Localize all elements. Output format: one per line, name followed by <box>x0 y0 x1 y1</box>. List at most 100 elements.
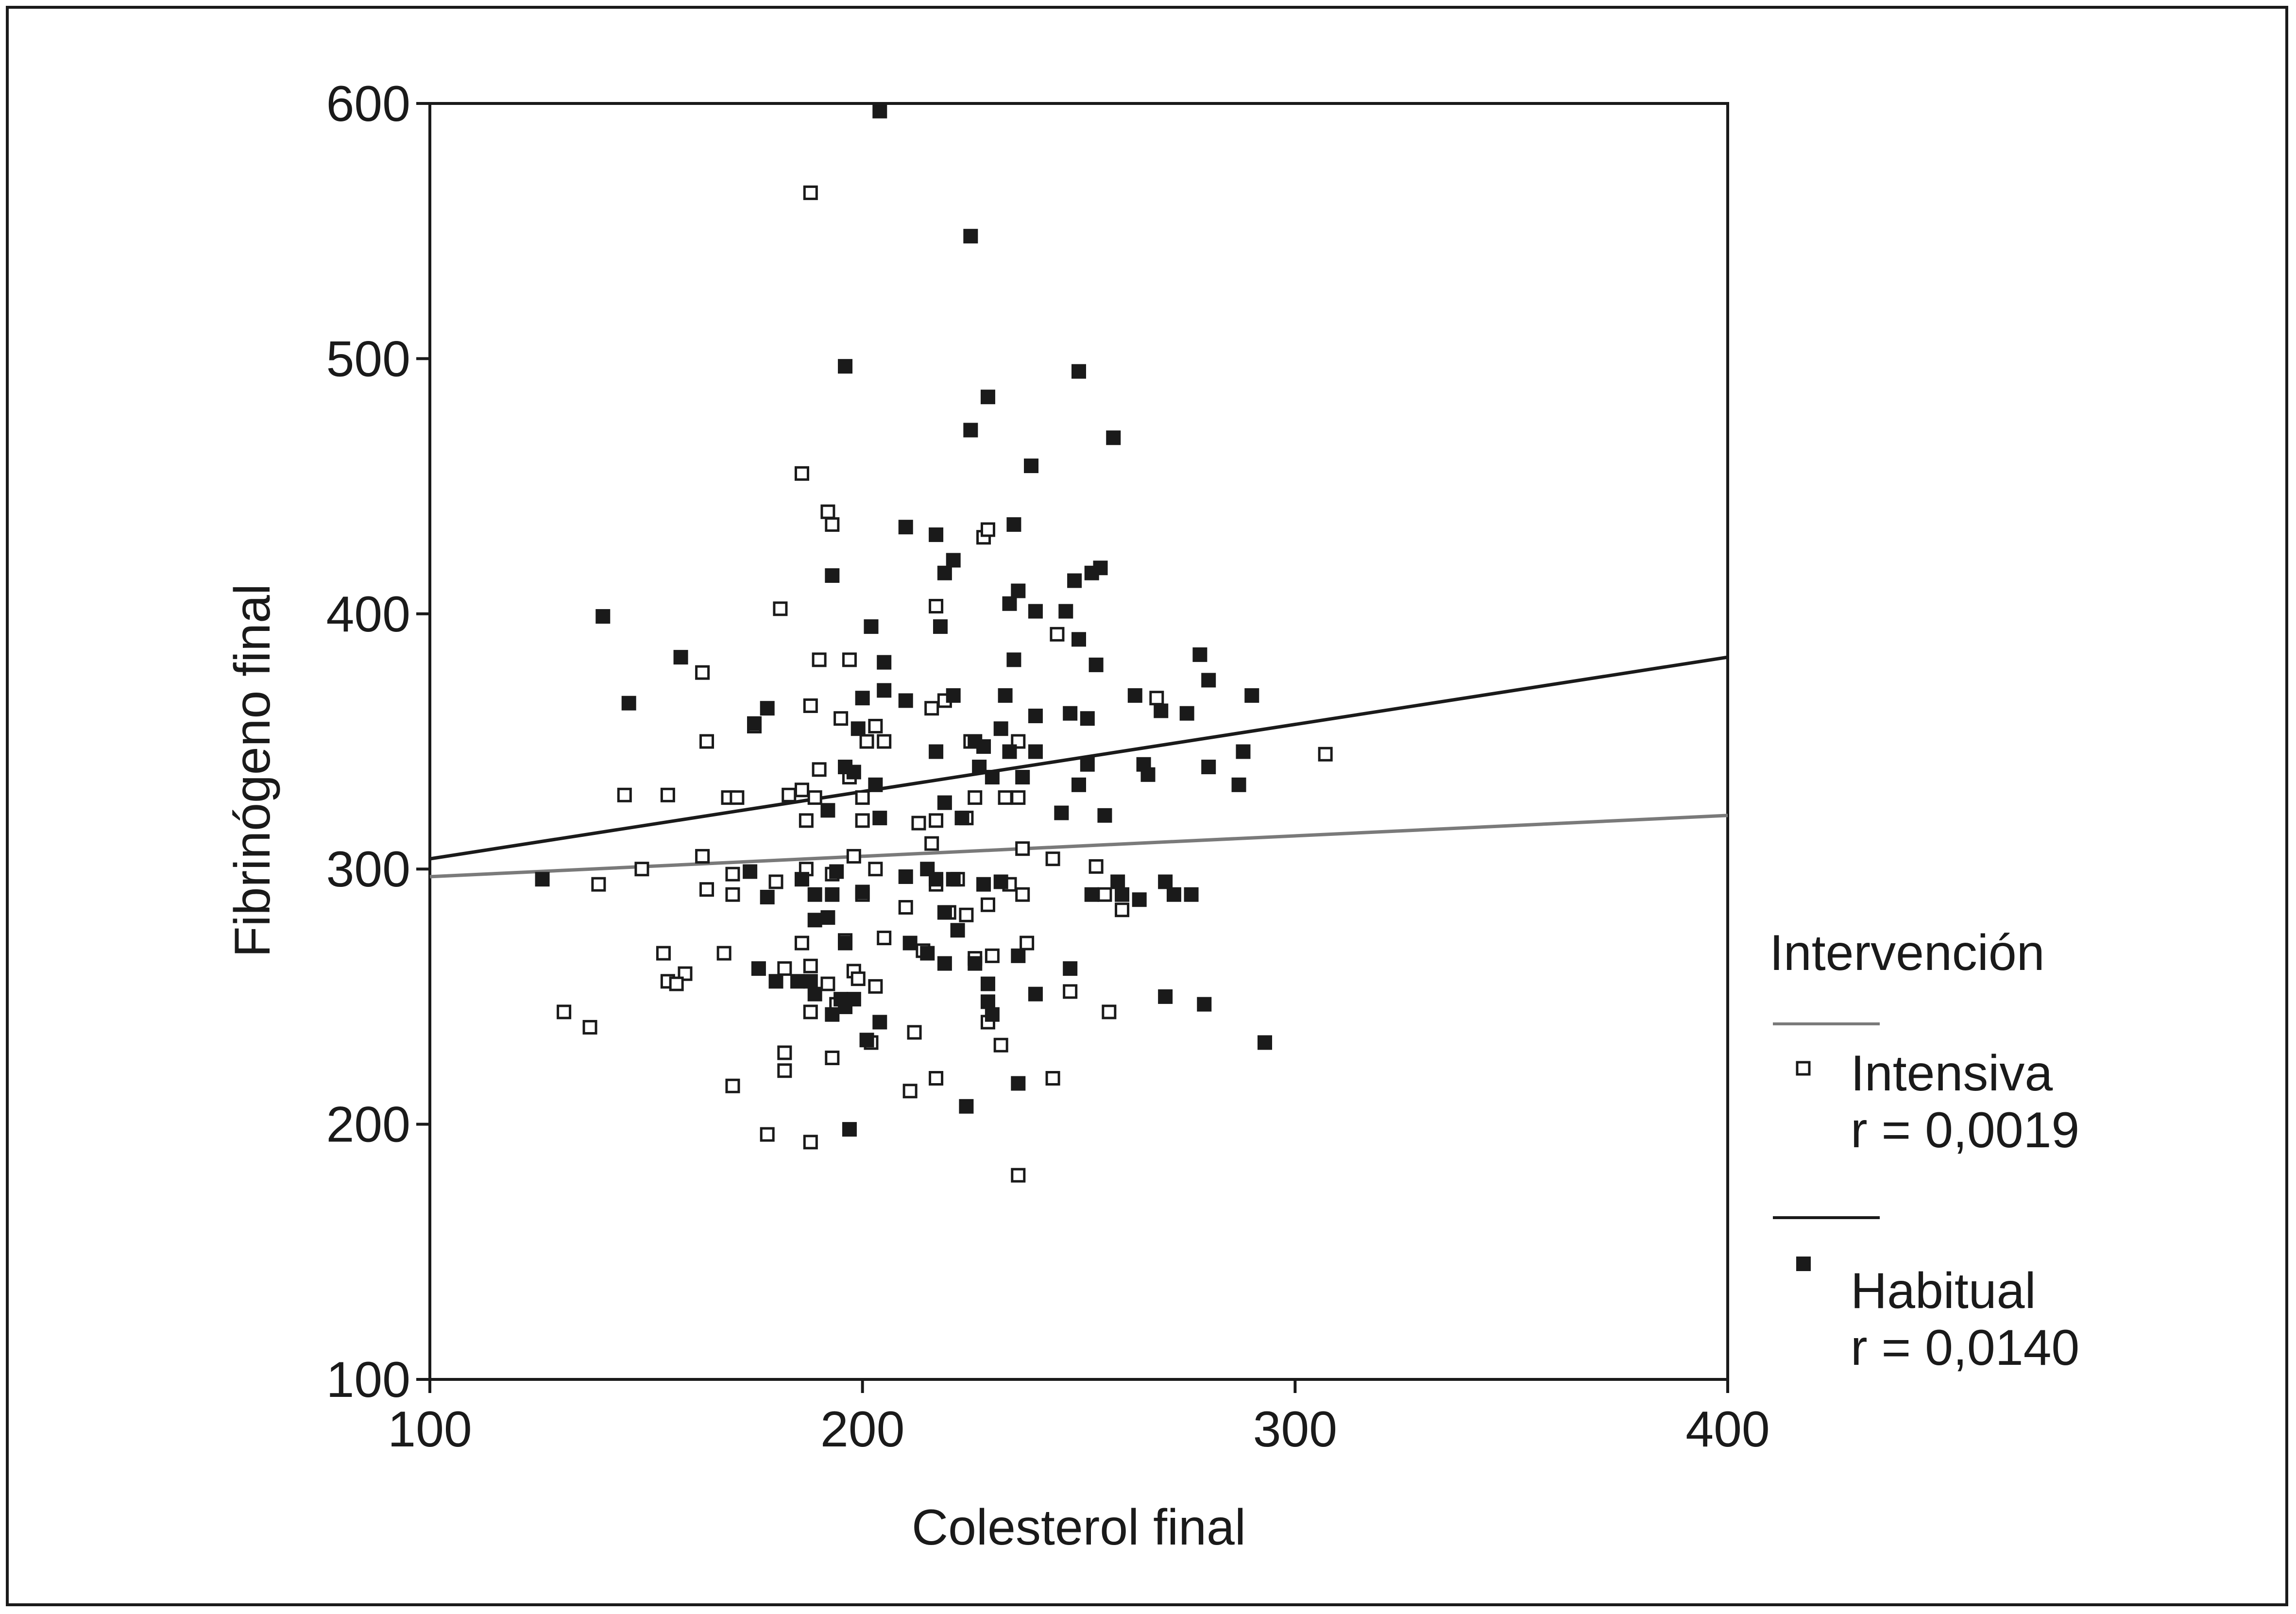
point-habitual <box>1002 744 1017 759</box>
point-intensiva <box>1015 841 1030 856</box>
point-intensiva <box>799 813 814 828</box>
fit-line-habitual <box>429 655 1728 861</box>
legend-stat-intensiva: r = 0,0019 <box>1851 1102 2079 1158</box>
point-habitual <box>1015 770 1030 785</box>
point-habitual <box>1071 777 1086 792</box>
point-habitual <box>937 956 952 971</box>
point-habitual <box>1002 596 1017 611</box>
point-habitual <box>846 992 861 1007</box>
point-intensiva <box>716 946 731 961</box>
point-intensiva <box>812 762 827 777</box>
point-intensiva <box>660 787 675 802</box>
point-habitual <box>1071 364 1086 379</box>
point-intensiva <box>1102 1004 1117 1019</box>
point-intensiva <box>1011 1168 1026 1183</box>
point-habitual <box>535 872 550 887</box>
point-habitual <box>803 974 818 989</box>
y-tick-label: 400 <box>326 586 410 643</box>
point-habitual <box>920 946 935 961</box>
point-habitual <box>1154 703 1169 718</box>
point-intensiva <box>1115 902 1130 917</box>
point-habitual <box>855 691 870 706</box>
point-intensiva <box>695 849 710 864</box>
plot-area <box>428 102 1729 1381</box>
point-habitual <box>790 974 805 989</box>
point-intensiva <box>924 836 939 851</box>
point-habitual <box>1028 986 1043 1002</box>
point-intensiva <box>825 1050 840 1065</box>
point-intensiva <box>929 599 944 614</box>
point-habitual <box>846 765 861 780</box>
legend-label-habitual: Habitual <box>1851 1263 2036 1319</box>
point-habitual <box>1158 989 1173 1004</box>
point-habitual <box>1166 887 1181 902</box>
point-intensiva <box>807 790 822 805</box>
point-habitual <box>959 1099 974 1114</box>
point-habitual <box>1201 673 1216 688</box>
point-habitual <box>902 935 918 951</box>
point-habitual <box>751 961 766 976</box>
point-habitual <box>1201 760 1216 775</box>
point-intensiva <box>760 1127 775 1142</box>
legend-label-intensiva: Intensiva <box>1851 1045 2053 1102</box>
point-habitual <box>946 688 961 703</box>
point-intensiva <box>855 790 870 805</box>
point-habitual <box>963 423 978 438</box>
point-habitual <box>1127 688 1142 703</box>
point-habitual <box>937 795 952 810</box>
point-intensiva <box>1045 851 1060 866</box>
point-habitual <box>898 869 913 884</box>
point-intensiva <box>730 790 745 805</box>
point-habitual <box>807 913 822 928</box>
point-habitual <box>864 619 879 634</box>
point-intensiva <box>968 790 983 805</box>
point-habitual <box>1071 632 1086 647</box>
point-intensiva <box>725 866 740 882</box>
point-intensiva <box>980 522 995 537</box>
legend-stat-habitual: r = 0,0140 <box>1851 1320 2079 1376</box>
point-intensiva <box>1097 887 1112 902</box>
point-intensiva <box>557 1004 572 1019</box>
point-habitual <box>933 619 948 634</box>
point-habitual <box>747 716 762 731</box>
point-intensiva <box>1045 1071 1060 1086</box>
x-tick-label: 300 <box>1253 1401 1338 1458</box>
point-intensiva <box>929 1071 944 1086</box>
y-tick-label: 300 <box>326 841 410 898</box>
point-intensiva <box>877 734 892 749</box>
point-habitual <box>1080 757 1095 772</box>
x-tick-label: 100 <box>388 1401 472 1458</box>
point-habitual <box>1084 887 1099 902</box>
point-intensiva <box>993 1037 1008 1053</box>
point-habitual <box>985 1007 1000 1022</box>
point-habitual <box>1197 997 1212 1012</box>
legend-title: Intervención <box>1769 925 2045 981</box>
point-habitual <box>1244 688 1259 703</box>
point-intensiva <box>773 601 788 616</box>
point-habitual <box>929 744 944 759</box>
point-intensiva <box>846 849 861 864</box>
point-habitual <box>1006 517 1021 532</box>
point-habitual <box>807 986 822 1002</box>
point-habitual <box>825 887 840 902</box>
point-habitual <box>768 974 783 989</box>
point-habitual <box>1067 573 1082 588</box>
point-habitual <box>1132 892 1147 907</box>
plot-border <box>428 102 1729 1381</box>
legend-marker-intensiva <box>1796 1061 1811 1076</box>
point-intensiva <box>1015 887 1030 902</box>
point-intensiva <box>777 1045 792 1060</box>
point-habitual <box>1097 808 1112 823</box>
point-habitual <box>1011 1076 1026 1091</box>
point-habitual <box>976 739 991 754</box>
point-intensiva <box>907 1025 922 1040</box>
point-habitual <box>1054 805 1069 820</box>
point-habitual <box>850 721 866 736</box>
point-habitual <box>1080 711 1095 726</box>
point-intensiva <box>902 1084 918 1099</box>
point-habitual <box>595 609 611 624</box>
point-habitual <box>868 777 883 792</box>
point-intensiva <box>1020 935 1035 951</box>
y-tick-label: 600 <box>326 76 410 132</box>
point-habitual <box>1011 948 1026 963</box>
